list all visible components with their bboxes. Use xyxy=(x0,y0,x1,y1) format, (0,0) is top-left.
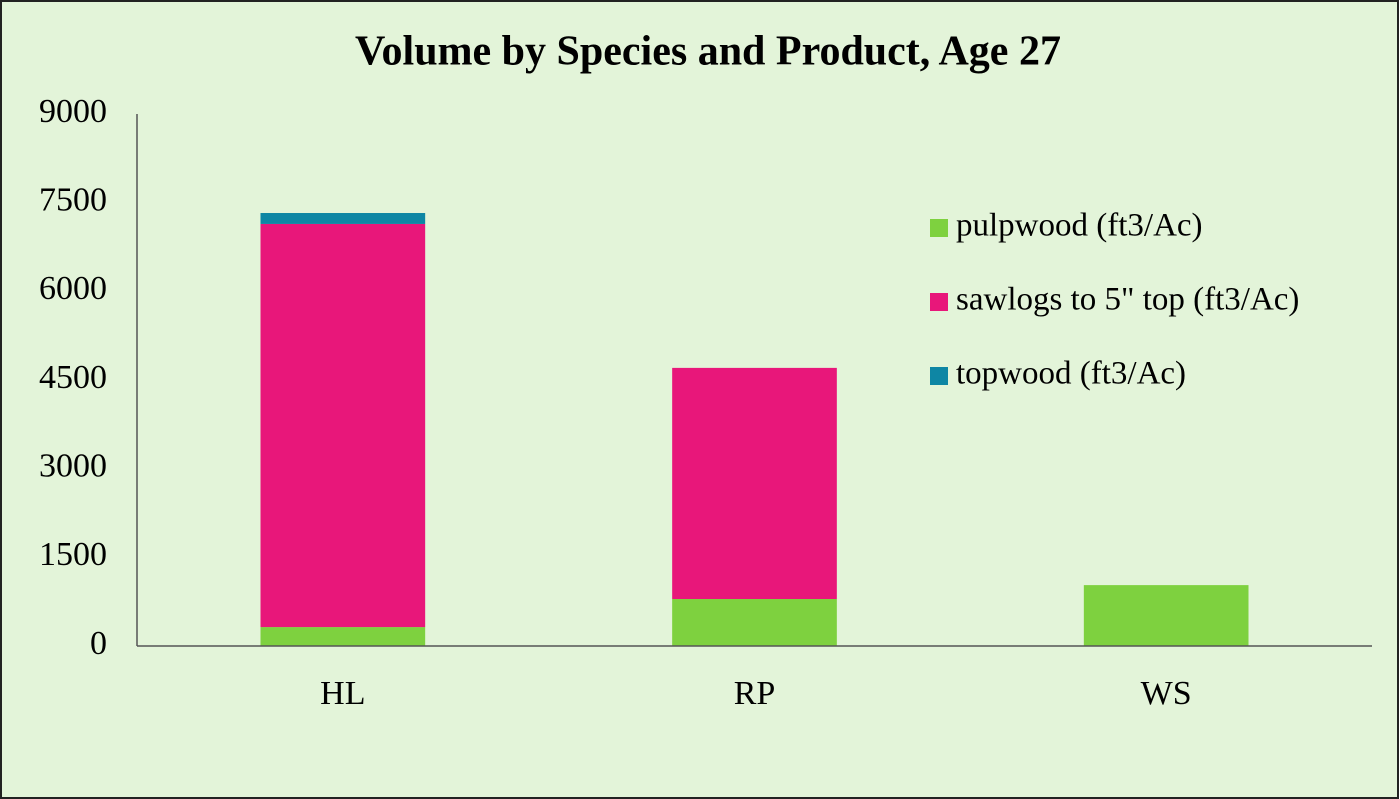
x-tick-label: WS xyxy=(1141,675,1192,712)
bar-segment xyxy=(260,627,426,646)
y-tick-label: 7500 xyxy=(39,181,107,218)
x-tick-label: HL xyxy=(320,675,365,712)
y-tick-label: 6000 xyxy=(39,270,107,307)
y-tick-label: 1500 xyxy=(39,536,107,573)
legend-swatch xyxy=(930,293,948,311)
legend-swatch xyxy=(930,367,948,385)
bar-segment xyxy=(260,213,426,224)
y-tick-label: 4500 xyxy=(39,359,107,396)
bar-segment xyxy=(672,599,837,646)
legend-label: sawlogs to 5" top (ft3/Ac) xyxy=(956,282,1299,318)
y-tick-label: 9000 xyxy=(39,93,107,130)
bar-segment xyxy=(1083,585,1249,646)
legend-swatch xyxy=(930,219,948,237)
y-tick-label: 3000 xyxy=(39,447,107,484)
x-tick-label: RP xyxy=(734,675,776,712)
y-tick-label: 0 xyxy=(90,625,107,662)
bar-segment xyxy=(260,223,426,628)
bar-segment xyxy=(672,367,837,600)
legend-label: topwood (ft3/Ac) xyxy=(956,356,1186,392)
legend-label: pulpwood (ft3/Ac) xyxy=(956,208,1203,244)
chart-title: Volume by Species and Product, Age 27 xyxy=(355,29,1061,75)
